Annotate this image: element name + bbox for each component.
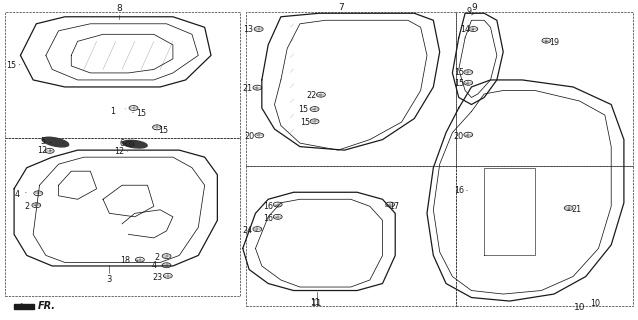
- Text: 16: 16: [263, 214, 273, 223]
- Bar: [246, 12, 456, 166]
- Text: 3: 3: [107, 275, 112, 284]
- Text: 14: 14: [460, 25, 470, 34]
- Text: 10: 10: [574, 303, 585, 312]
- Text: 12: 12: [114, 147, 124, 156]
- Text: 15: 15: [300, 117, 310, 127]
- Bar: [4, 138, 240, 296]
- Text: 15: 15: [454, 68, 464, 77]
- Bar: [4, 12, 240, 138]
- Bar: [246, 166, 456, 306]
- Text: 20: 20: [244, 132, 254, 140]
- Text: 16: 16: [454, 186, 464, 195]
- Text: 16: 16: [263, 202, 273, 211]
- Ellipse shape: [122, 140, 147, 148]
- Text: 15: 15: [158, 126, 168, 135]
- Text: 17: 17: [389, 202, 399, 211]
- Text: 10: 10: [590, 300, 600, 308]
- Text: 24: 24: [243, 226, 253, 236]
- Text: 20: 20: [454, 132, 464, 140]
- Polygon shape: [14, 304, 34, 309]
- Text: 11: 11: [311, 299, 323, 308]
- Text: 18: 18: [120, 256, 130, 265]
- Bar: [456, 12, 634, 166]
- Text: 7: 7: [338, 3, 344, 12]
- Text: 13: 13: [243, 25, 253, 34]
- Text: 5: 5: [40, 137, 45, 146]
- Text: 15: 15: [6, 61, 16, 70]
- Text: 15: 15: [136, 109, 146, 118]
- Text: 12: 12: [38, 146, 48, 155]
- Text: 2: 2: [24, 202, 29, 211]
- Text: 15: 15: [298, 105, 308, 114]
- Ellipse shape: [42, 137, 69, 147]
- Text: 11: 11: [310, 298, 320, 307]
- Text: 8: 8: [116, 4, 122, 13]
- Text: 2: 2: [154, 253, 160, 262]
- Text: 1: 1: [110, 107, 115, 116]
- Text: 9: 9: [471, 3, 477, 12]
- Text: 23: 23: [152, 273, 162, 282]
- Text: 9: 9: [466, 7, 471, 16]
- Text: 4: 4: [15, 189, 20, 198]
- Text: 4: 4: [151, 261, 156, 270]
- Text: 21: 21: [243, 84, 253, 93]
- Text: FR.: FR.: [38, 301, 56, 311]
- Text: 21: 21: [571, 205, 581, 214]
- Text: 22: 22: [306, 91, 316, 100]
- Bar: [456, 166, 634, 306]
- Text: 19: 19: [549, 37, 559, 46]
- Text: 6: 6: [119, 139, 124, 148]
- Text: 15: 15: [454, 79, 464, 88]
